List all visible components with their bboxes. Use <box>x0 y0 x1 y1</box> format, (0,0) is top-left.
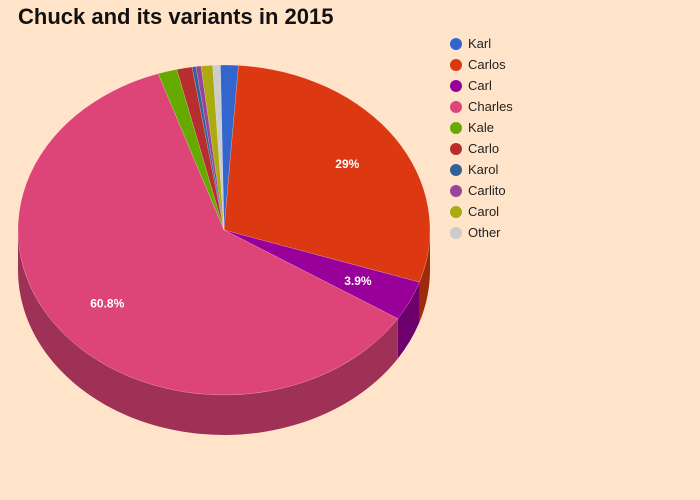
slice-label-carl: 3.9% <box>344 274 372 288</box>
legend-label: Charles <box>468 99 513 114</box>
legend-item-carlito[interactable]: Carlito <box>450 180 513 201</box>
legend-swatch <box>450 58 462 71</box>
chart-title: Chuck and its variants in 2015 <box>18 4 334 29</box>
slice-charles[interactable] <box>17 73 399 396</box>
legend-label: Carl <box>468 78 492 93</box>
slice-carlo[interactable] <box>176 66 225 231</box>
slice-carol[interactable] <box>200 64 225 231</box>
slice-carl[interactable] <box>223 229 420 319</box>
legend-label: Kale <box>468 120 495 135</box>
legend-swatch <box>450 79 462 92</box>
legend-swatch <box>450 163 462 176</box>
slice-karol[interactable] <box>191 66 225 231</box>
legend-label: Other <box>468 225 501 240</box>
legend-label: Carol <box>468 204 500 219</box>
legend-item-carlo[interactable]: Carlo <box>450 138 513 159</box>
legend-swatch <box>450 121 462 134</box>
legend-item-karl[interactable]: Karl <box>450 33 513 54</box>
legend-item-kale[interactable]: Kale <box>450 117 513 138</box>
legend-swatch <box>450 226 462 239</box>
legend-swatch <box>450 205 462 218</box>
slice-label-charles: 60.8% <box>90 296 124 310</box>
legend-item-charles[interactable]: Charles <box>450 96 513 117</box>
slice-side-charles <box>18 230 398 436</box>
slice-side-carlos <box>419 230 430 323</box>
legend-label: Carlos <box>468 57 506 72</box>
slice-karl[interactable] <box>220 64 239 231</box>
slice-carlos[interactable] <box>223 65 431 283</box>
legend-label: Karol <box>468 162 499 177</box>
legend-swatch <box>450 100 462 113</box>
legend-item-other[interactable]: Other <box>450 222 513 243</box>
legend-label: Carlito <box>468 183 506 198</box>
legend-swatch <box>450 37 462 50</box>
slice-other[interactable] <box>212 64 225 231</box>
legend-label: Karl <box>468 36 492 51</box>
slice-kale[interactable] <box>157 69 225 231</box>
legend-swatch <box>450 184 462 197</box>
legend-item-carol[interactable]: Carol <box>450 201 513 222</box>
slice-side-carl <box>397 282 420 359</box>
slice-label-carlos: 29% <box>335 157 359 171</box>
legend-label: Carlo <box>468 141 500 156</box>
legend: Karl Carlos Carl Charles Kale Carlo Karol Carli… <box>450 33 513 243</box>
slice-carlito[interactable] <box>195 65 225 231</box>
legend-item-karol[interactable]: Karol <box>450 159 513 180</box>
legend-item-carl[interactable]: Carl <box>450 75 513 96</box>
legend-swatch <box>450 142 462 155</box>
legend-item-carlos[interactable]: Carlos <box>450 54 513 75</box>
